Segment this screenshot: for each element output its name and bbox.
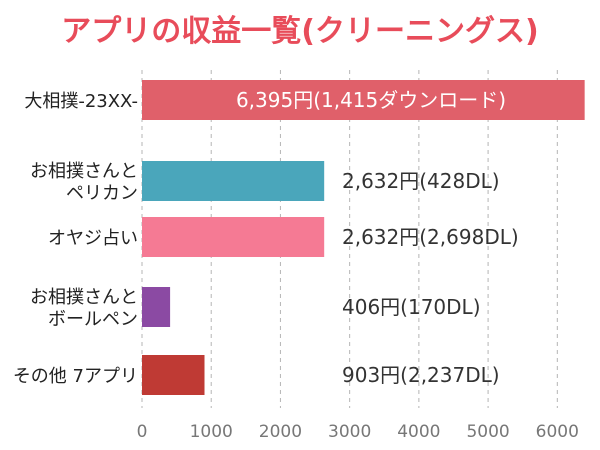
data-label: 903円(2,237DL) (342, 363, 500, 387)
data-label: 2,632円(428DL) (342, 169, 500, 193)
x-tick-label: 2000 (259, 422, 302, 442)
category-label: オヤジ占い (48, 228, 138, 249)
x-tick-label: 1000 (190, 422, 233, 442)
data-label: 406円(170DL) (342, 295, 481, 319)
data-label: 6,395円(1,415ダウンロード) (236, 88, 506, 112)
bar (142, 355, 205, 395)
x-tick-label: 5000 (466, 422, 509, 442)
chart-title: アプリの収益一覧(クリーニングス) (61, 14, 539, 49)
data-label: 2,632円(2,698DL) (342, 225, 519, 249)
bar (142, 161, 325, 201)
category-label: ペリカン (66, 183, 138, 204)
category-label: 大相撲-23XX- (24, 91, 138, 112)
bar (142, 287, 171, 327)
category-label: その他 7アプリ (13, 366, 138, 387)
x-tick-label: 3000 (328, 422, 371, 442)
category-label: ボールペン (48, 309, 138, 330)
category-label: お相撲さんと (30, 161, 138, 182)
x-tick-label: 4000 (397, 422, 440, 442)
bar (142, 217, 325, 257)
x-tick-label: 6000 (536, 422, 579, 442)
bar (142, 80, 585, 120)
x-tick-label: 0 (137, 422, 148, 442)
category-label: お相撲さんと (30, 287, 138, 308)
